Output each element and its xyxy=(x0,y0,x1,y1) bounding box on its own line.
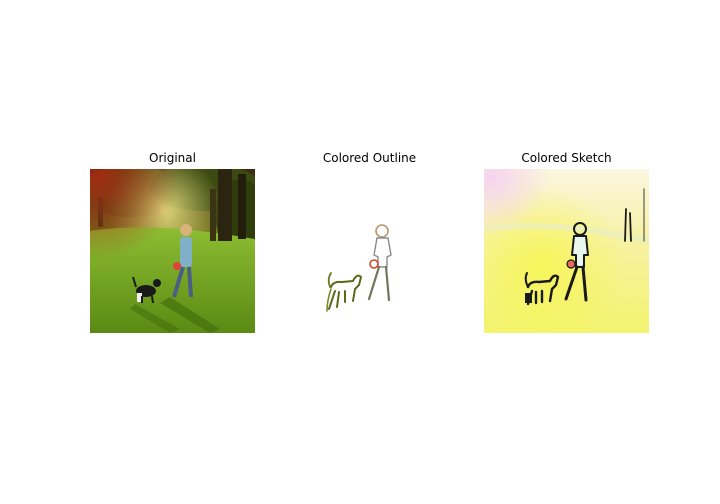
outline-image xyxy=(287,169,452,333)
panel-title-sketch: Colored Sketch xyxy=(521,151,612,165)
panel-title-original: Original xyxy=(149,151,196,165)
original-photo xyxy=(90,169,255,333)
panel-title-outline: Colored Outline xyxy=(322,151,417,165)
sketch-image xyxy=(484,169,649,333)
